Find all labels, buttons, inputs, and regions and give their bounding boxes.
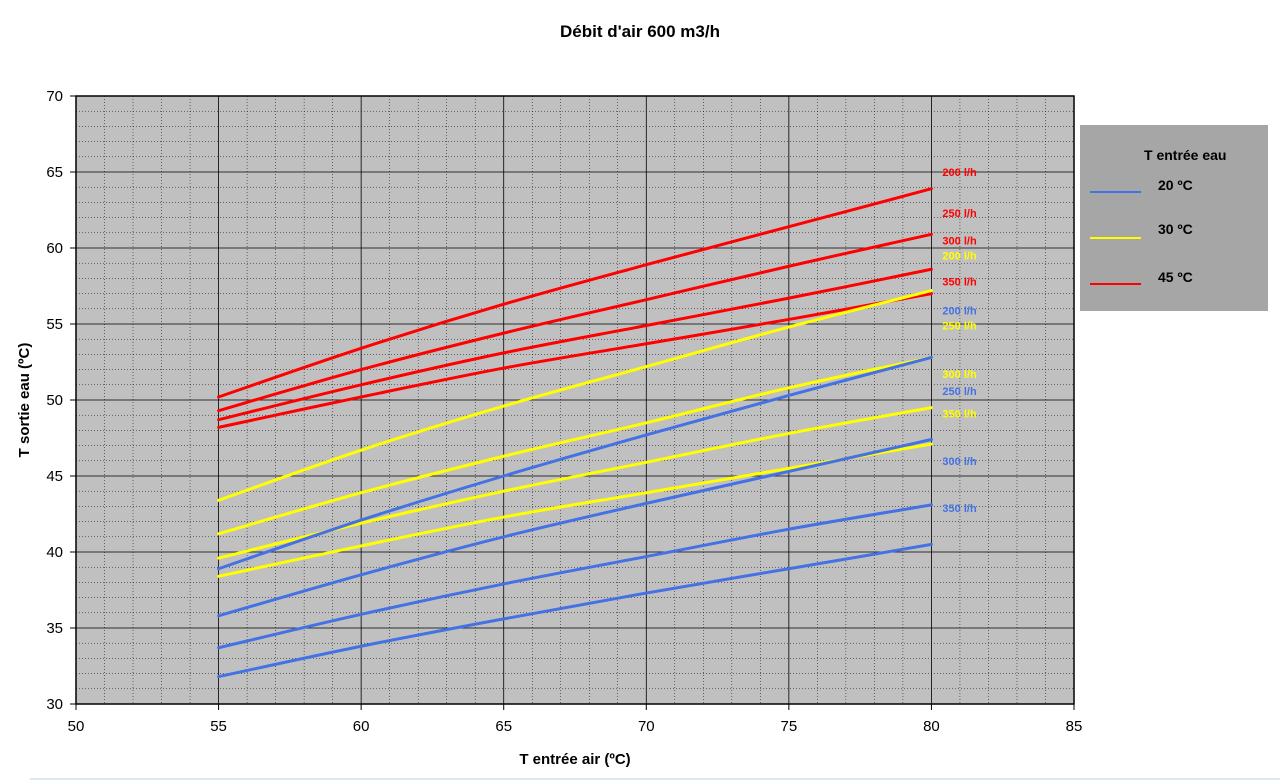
y-tick-label: 70 (46, 88, 63, 105)
series-end-label: 250 l/h (942, 386, 977, 398)
series-end-label: 350 l/h (942, 503, 977, 515)
x-axis-label: T entrée air (ºC) (519, 751, 630, 768)
series-end-label: 250 l/h (942, 321, 977, 333)
y-tick-label: 45 (46, 468, 63, 485)
legend-title: T entrée eau (1144, 147, 1226, 163)
y-axis: 30 35 40 45 50 55 60 65 70 (46, 88, 76, 713)
bottom-divider (30, 778, 1280, 780)
legend-box (1080, 125, 1268, 311)
series-end-label: 300 l/h (942, 235, 977, 247)
x-tick-label: 50 (68, 718, 85, 735)
series-end-label: 350 l/h (942, 276, 977, 288)
grid (76, 96, 1074, 704)
series-end-label: 300 l/h (942, 369, 977, 381)
series-lines (217, 187, 933, 679)
series-line (217, 355, 933, 536)
series-end-label: 200 l/h (942, 251, 977, 263)
y-tick-label: 60 (46, 240, 63, 257)
series-line (217, 187, 933, 399)
series-line (217, 232, 933, 413)
x-tick-label: 60 (353, 718, 370, 735)
y-tick-label: 55 (46, 316, 63, 333)
legend: T entrée eau 20 ºC 30 ºC 45 ºC (1080, 125, 1268, 311)
series-end-label: 300 l/h (942, 456, 977, 468)
x-tick-label: 80 (923, 718, 940, 735)
series-end-label: 200 l/h (942, 167, 977, 179)
y-tick-label: 40 (46, 544, 63, 561)
series-end-label: 250 l/h (942, 208, 977, 220)
x-tick-label: 55 (210, 718, 227, 735)
x-tick-label: 65 (495, 718, 512, 735)
plot-area: 50 55 60 65 70 75 80 85 30 35 40 45 50 55 60 65 70 200 l/… (46, 88, 1082, 735)
y-axis-label: T sortie eau (ºC) (16, 343, 33, 458)
legend-item-label: 30 ºC (1158, 221, 1193, 237)
series-line (217, 503, 933, 650)
series-line (217, 542, 933, 679)
y-tick-label: 30 (46, 696, 63, 713)
series-line (217, 292, 933, 429)
series-line (217, 289, 933, 502)
y-tick-label: 65 (46, 164, 63, 181)
series-line (217, 438, 933, 618)
y-tick-label: 35 (46, 620, 63, 637)
x-tick-label: 75 (781, 718, 798, 735)
legend-item-label: 45 ºC (1158, 269, 1193, 285)
x-tick-label: 70 (638, 718, 655, 735)
series-line (217, 267, 933, 422)
legend-item-label: 20 ºC (1158, 177, 1193, 193)
chart-title: Débit d'air 600 m3/h (560, 22, 720, 41)
y-tick-label: 50 (46, 392, 63, 409)
series-line (217, 442, 933, 578)
series-end-label: 200 l/h (942, 305, 977, 317)
series-line (217, 355, 933, 571)
series-end-label: 350 l/h (942, 409, 977, 421)
series-end-labels: 200 l/h 250 l/h 300 l/h 200 l/h 350 l/h 200 l… (942, 167, 977, 515)
x-tick-label: 85 (1066, 718, 1083, 735)
x-axis: 50 55 60 65 70 75 80 85 (68, 704, 1083, 735)
